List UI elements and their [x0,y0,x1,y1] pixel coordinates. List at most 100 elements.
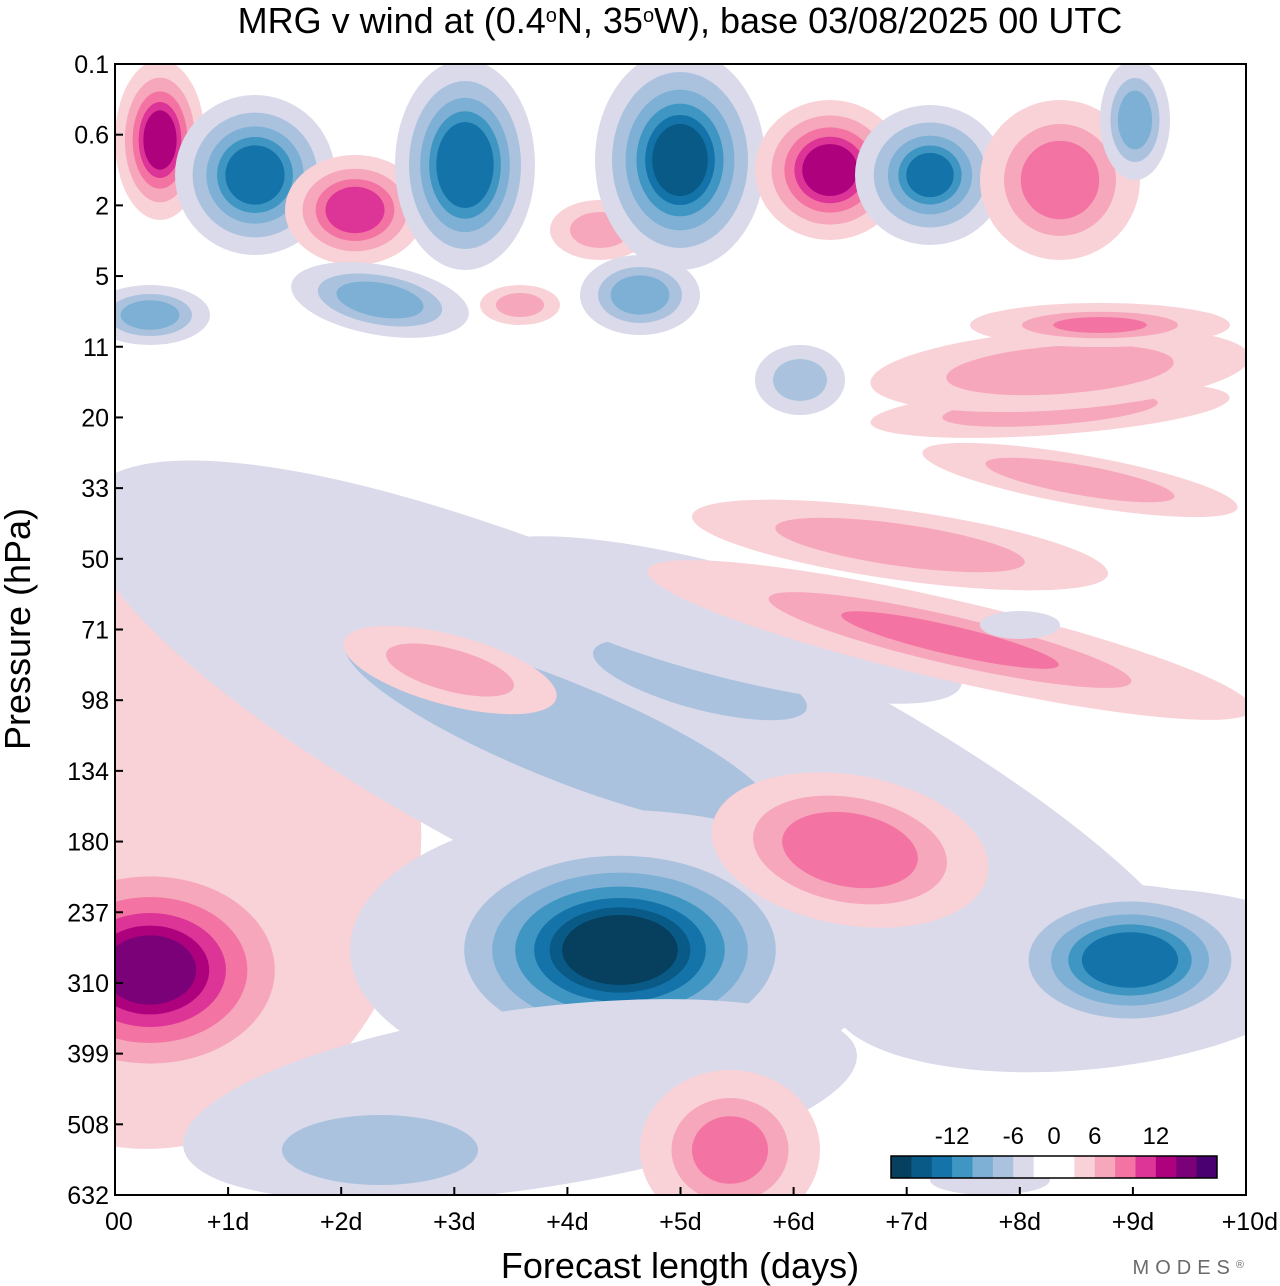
x-tick-label: +8d [999,1208,1041,1236]
y-tick-label: 508 [67,1111,109,1139]
x-tick-label: +10d [1222,1208,1278,1236]
y-tick-label: 632 [67,1182,109,1210]
colorbar-frame [890,1155,1218,1179]
colorbar-swatch [891,1156,912,1178]
neg-upper-strat [478,536,962,704]
pos-upper-left-small-level [115,720,220,820]
pos-11hpa-right-level [946,344,1174,396]
x-tick-label: +1d [207,1208,249,1236]
y-axis-label: Pressure (hPa) [0,508,38,750]
pos-upper-mid-left-level [386,643,514,697]
pos-5hpa-small-level [496,293,544,317]
y-tick-label: 71 [81,617,109,645]
x-tick-label: +6d [772,1208,814,1236]
colorbar-swatch [1054,1156,1075,1178]
colorbar: -12 -6 0 6 12 [890,1123,1218,1179]
neg-day9-core [1000,885,1246,1035]
pos-11hpa-right2-level [1053,317,1147,333]
y-tick-label: 399 [67,1041,109,1069]
pos-meso-day8-level [1020,140,1100,220]
pos-strat-streak-2 [647,560,1246,720]
neg-5hpa-day2 [291,262,469,338]
neg-meso-day7 [855,105,1005,245]
colorbar-swatch [1155,1156,1177,1178]
pos-surface-day5-level [691,1116,769,1184]
pos-11hpa-right [870,327,1246,413]
y-tick-label: 33 [81,475,109,503]
neg-day9-core-level [1081,932,1179,988]
y-tick-label: 180 [67,829,109,857]
colorbar-swatch [911,1156,933,1178]
neg-meso-day7-level [906,152,954,198]
colorbar-swatch [992,1156,1014,1178]
pos-upper-left-small [115,720,220,820]
chart-title: MRG v wind at (0.4oN, 35oW), base 03/08/… [238,0,1123,41]
neg-5hpa-left [115,285,210,345]
colorbar-swatch [952,1156,973,1178]
neg-5hpa-day2-level [336,281,424,319]
neg-upper-strat-level [478,536,962,704]
y-tick-label: 11 [83,334,109,362]
neg-meso-day9-level [1117,90,1153,150]
y-tick-label: 5 [95,263,109,291]
pos-left-arm [230,840,370,920]
colorbar-swatch [1033,1156,1055,1178]
pos-surface-day5 [640,1070,820,1195]
x-tick-label: +5d [659,1208,701,1236]
colorbar-swatch [1013,1156,1035,1178]
neg-small-1 [755,345,845,415]
x-tick-label: +4d [546,1208,588,1236]
x-tick-label: +9d [1112,1208,1154,1236]
pos-left-arm-level [230,840,370,920]
colorbar-tick-label: -12 [935,1123,970,1150]
neg-meso-day1-level [225,145,285,205]
pos-strat-streak-1-level [775,517,1025,573]
colorbar-swatch [1176,1156,1198,1178]
neg-small-1-level [773,359,827,401]
y-tick-label: 98 [81,687,109,715]
pos-strat-streak-1 [691,499,1109,591]
pos-day6-7 [711,772,989,928]
y-tick-label: 50 [81,546,109,574]
pos-5hpa-small [480,285,560,325]
x-axis-label: Forecast length (days) [501,1245,859,1286]
y-tick-label: 0.6 [74,122,109,150]
pos-lower-left-core [115,850,310,1090]
neg-5hpa-day5 [580,255,700,335]
x-axis-ticks: 00 +1d +2d +3d +4d +5d +6d +7d +8d +9d +10d [105,1187,1278,1236]
colorbar-swatch [972,1156,994,1178]
pos-upper-mid-left [343,625,557,715]
pos-meso-day6.5-level [802,144,858,196]
contour-field [115,64,1246,1195]
colorbar-tick-label: 6 [1088,1123,1101,1150]
colorbar-swatch [1074,1156,1096,1178]
neg-band-mid [535,618,865,742]
y-axis-ticks: 0.1 0.6 2 5 11 20 33 50 71 98 134 180 237 310 399 508 63… [67,51,123,1210]
y-tick-label: 237 [67,899,109,927]
y-tick-label: 0.1 [74,51,109,79]
neg-lower-band-2 [240,1100,520,1195]
neg-meso-day5-level [652,123,708,197]
y-tick-label: 134 [67,758,109,786]
x-tick-label: +7d [885,1208,927,1236]
colorbar-swatch [1135,1156,1157,1178]
x-tick-label: +2d [320,1208,362,1236]
pos-meso-day0.5-level [143,110,177,170]
neg-meso-day9 [1100,64,1170,180]
neg-small-2 [980,611,1060,639]
colorbar-tick-label: -6 [1003,1123,1024,1150]
x-tick-label: +3d [433,1208,475,1236]
neg-band-mid-level [592,639,808,721]
pos-strat-streak-3-level [985,457,1175,503]
pos-lower-left-core-level [115,935,197,1005]
neg-small-2-level [980,611,1060,639]
y-tick-label: 310 [67,970,109,998]
x-tick-label: 00 [105,1208,133,1236]
pos-strat-streak-2-level [841,611,1059,669]
neg-lower-band-2-level [282,1115,478,1185]
pos-meso-day8 [980,100,1140,260]
pos-meso-day2-level [325,186,385,234]
colorbar-tick-label: 12 [1143,1123,1170,1150]
modes-logo: MODES® [1133,1257,1250,1279]
